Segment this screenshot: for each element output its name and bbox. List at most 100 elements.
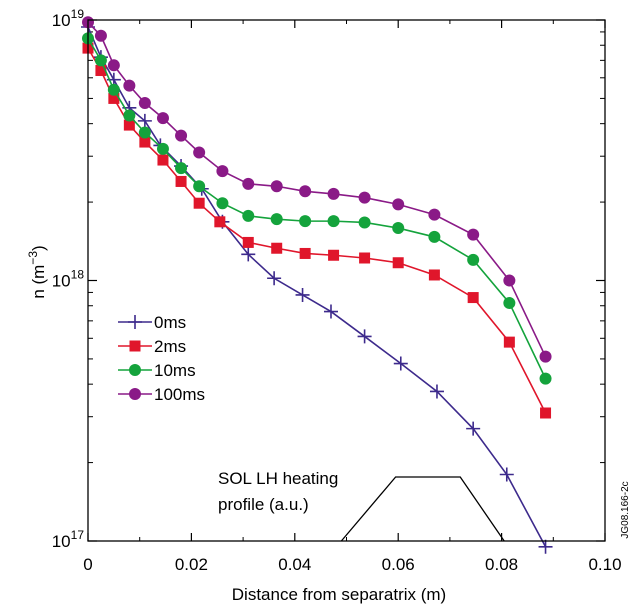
data-point-0ms (295, 287, 310, 302)
data-point-10ms (428, 230, 441, 243)
data-point-10ms (327, 215, 340, 228)
data-point-100ms (216, 165, 229, 178)
reference-code: JG08.166-2c (620, 481, 631, 538)
y-tick-label-base: 10 (52, 532, 71, 551)
data-point-2ms (175, 175, 187, 187)
data-point-0ms (538, 539, 553, 554)
data-point-100ms (503, 274, 516, 287)
data-point-2ms (123, 119, 135, 131)
legend-label-10ms: 10ms (154, 361, 196, 380)
legend-marker-2ms (129, 340, 141, 352)
data-point-10ms (503, 296, 516, 309)
data-point-100ms (242, 177, 255, 190)
series-2ms (82, 42, 552, 419)
series-layer (81, 16, 553, 554)
data-point-10ms (156, 142, 169, 155)
data-point-0ms (429, 384, 444, 399)
data-point-100ms (123, 79, 136, 92)
data-point-10ms (539, 372, 552, 385)
data-point-2ms (193, 197, 205, 209)
x-tick-label: 0.06 (382, 555, 415, 574)
legend-item-2ms: 2ms (118, 337, 186, 356)
y-tick-label: 1018 (52, 268, 85, 291)
series-line-100ms (87, 21, 547, 358)
data-point-100ms (270, 180, 283, 193)
data-point-0ms (393, 356, 408, 371)
legend-item-0ms: 0ms (118, 313, 186, 332)
x-axis-label: Distance from separatrix (m) (232, 585, 446, 604)
data-point-2ms (540, 407, 552, 419)
data-point-100ms (392, 198, 405, 211)
data-point-0ms (267, 271, 282, 286)
data-point-2ms (157, 154, 169, 166)
annotation-layer (340, 476, 505, 542)
data-point-0ms (466, 421, 481, 436)
annotation-line-1: SOL LH heating (218, 469, 338, 488)
data-point-2ms (95, 64, 107, 76)
data-point-2ms (108, 92, 120, 104)
data-point-0ms (357, 329, 372, 344)
y-tick-label-exponent: 19 (71, 7, 85, 21)
y-tick-label-base: 10 (52, 11, 71, 30)
data-point-10ms (123, 109, 136, 122)
y-axis-label-text: n (m (29, 265, 48, 299)
data-point-2ms (139, 136, 151, 148)
legend-label-100ms: 100ms (154, 385, 205, 404)
data-point-2ms (428, 269, 440, 281)
data-point-10ms (467, 253, 480, 266)
data-point-100ms (539, 350, 552, 363)
data-point-10ms (299, 215, 312, 228)
data-point-100ms (138, 97, 151, 110)
legend: 0ms 2ms 10ms 100ms (118, 313, 205, 404)
data-point-10ms (94, 54, 107, 67)
x-tick-label: 0.10 (588, 555, 621, 574)
data-point-0ms (137, 113, 152, 128)
data-point-100ms (193, 146, 206, 159)
data-point-100ms (467, 228, 480, 241)
annotation-line-2: profile (a.u.) (218, 495, 309, 514)
data-point-2ms (392, 257, 404, 269)
y-tick-label-exponent: 18 (71, 268, 85, 282)
data-point-100ms (94, 29, 107, 42)
data-point-100ms (327, 187, 340, 200)
data-point-10ms (107, 83, 120, 96)
data-point-100ms (175, 129, 188, 142)
data-point-10ms (242, 209, 255, 222)
data-point-100ms (156, 112, 169, 125)
x-tick-label: 0.04 (278, 555, 311, 574)
data-point-100ms (299, 185, 312, 198)
legend-marker-10ms (129, 364, 141, 376)
plot-frame (87, 19, 606, 542)
data-point-0ms (241, 247, 256, 262)
data-point-0ms (499, 467, 514, 482)
data-point-100ms (358, 191, 371, 204)
y-tick-label-base: 10 (52, 272, 71, 291)
heating-profile-line (340, 476, 505, 542)
data-point-10ms (138, 126, 151, 139)
legend-label-2ms: 2ms (154, 337, 186, 356)
series-10ms (82, 32, 552, 385)
y-axis-label-close: ) (29, 245, 48, 251)
data-point-2ms (299, 247, 311, 259)
x-tick-label: 0.08 (485, 555, 518, 574)
legend-label-0ms: 0ms (154, 313, 186, 332)
x-tick-label: 0.02 (175, 555, 208, 574)
legend-item-10ms: 10ms (118, 361, 196, 380)
x-tick-label: 0 (83, 555, 92, 574)
data-point-10ms (216, 197, 229, 210)
series-100ms (82, 16, 552, 363)
y-tick-label: 1017 (52, 528, 85, 551)
data-point-2ms (467, 292, 479, 304)
data-point-2ms (503, 336, 515, 348)
y-tick-label-exponent: 17 (71, 528, 85, 542)
legend-marker-0ms (128, 315, 142, 329)
data-point-100ms (107, 59, 120, 72)
data-point-2ms (271, 242, 283, 254)
legend-item-100ms: 100ms (118, 385, 205, 404)
data-point-2ms (328, 249, 340, 261)
data-point-10ms (175, 162, 188, 175)
y-axis-label-exponent: −3 (26, 251, 40, 265)
y-axis-label: n (m−3) (26, 245, 48, 298)
data-point-2ms (359, 252, 371, 264)
